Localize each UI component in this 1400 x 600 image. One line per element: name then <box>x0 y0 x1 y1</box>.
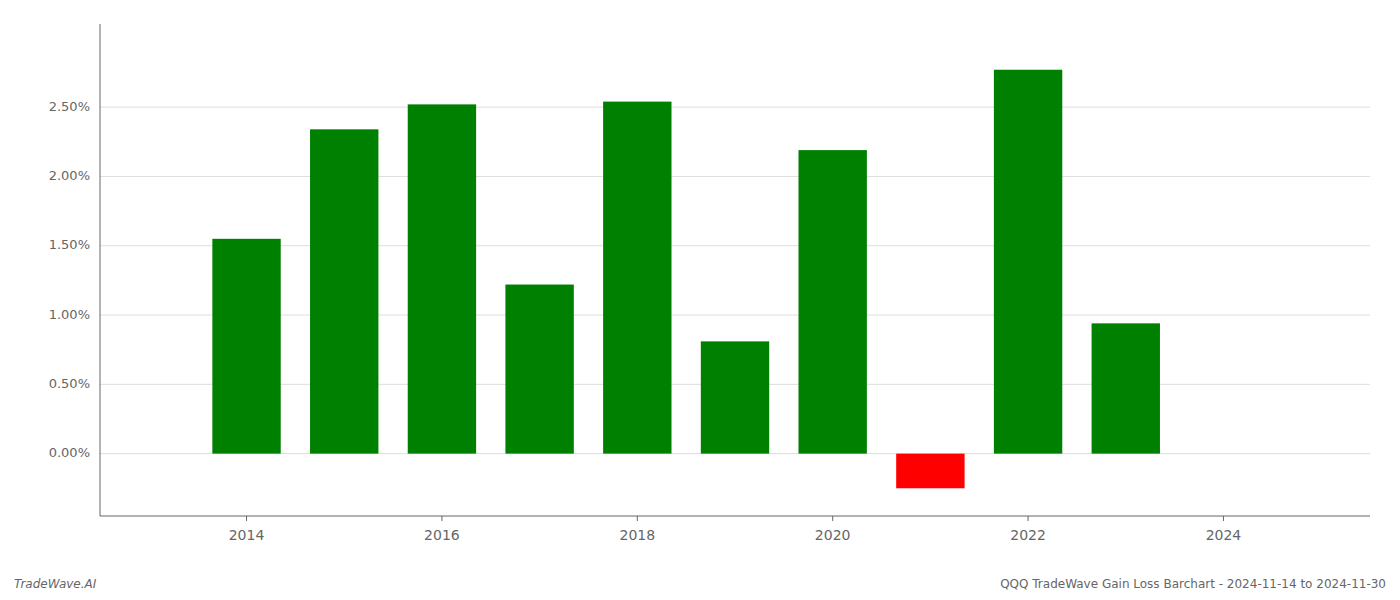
title: QQQ TradeWave Gain Loss Barchart - 2024-… <box>1000 577 1386 591</box>
x-tick-label: 2014 <box>229 527 265 543</box>
x-tick <box>441 516 442 521</box>
y-tick-label: 0.50% <box>49 376 90 391</box>
bar <box>310 129 378 453</box>
x-tick-label: 2020 <box>815 527 851 543</box>
y-tick-label: 0.00% <box>49 445 90 460</box>
bar <box>701 341 769 453</box>
x-axis: 2014 2016 2018 2020 2022 2024 <box>229 516 1242 543</box>
grid-line <box>100 245 1370 246</box>
chart-svg: 0.00%0.50%1.00%1.50%2.00%2.50%2014201620… <box>0 0 1400 600</box>
grid-line <box>100 315 1370 316</box>
chart-container: 0.00%0.50%1.00%1.50%2.00%2.50%2014201620… <box>0 0 1400 600</box>
x-tick <box>637 516 638 521</box>
bar <box>408 104 476 453</box>
y-axis-line <box>100 24 101 516</box>
bar <box>799 150 867 454</box>
y-tick-label: 1.00% <box>49 307 90 322</box>
x-tick <box>832 516 833 521</box>
x-axis-line <box>100 516 1370 517</box>
x-tick-label: 2024 <box>1206 527 1242 543</box>
grid-line <box>100 176 1370 177</box>
x-tick-label: 2016 <box>424 527 460 543</box>
bar <box>994 70 1062 454</box>
watermark: TradeWave.AI <box>14 577 97 591</box>
grid <box>100 107 1370 453</box>
y-axis: 0.00% 0.50% 1.00% 1.50% 2.00% 2.50% <box>49 99 90 460</box>
y-tick-label: 2.00% <box>49 168 90 183</box>
bar <box>505 285 573 454</box>
x-tick <box>1028 516 1029 521</box>
grid-line <box>100 107 1370 108</box>
x-tick <box>1223 516 1224 521</box>
bars <box>212 70 1160 489</box>
x-tick <box>246 516 247 521</box>
bar <box>896 454 964 489</box>
bar <box>603 102 671 454</box>
bar <box>212 239 280 454</box>
x-tick-label: 2018 <box>619 527 655 543</box>
x-tick-label: 2022 <box>1010 527 1046 543</box>
y-tick-label: 2.50% <box>49 99 90 114</box>
y-tick-label: 1.50% <box>49 237 90 252</box>
bar <box>1092 323 1160 453</box>
